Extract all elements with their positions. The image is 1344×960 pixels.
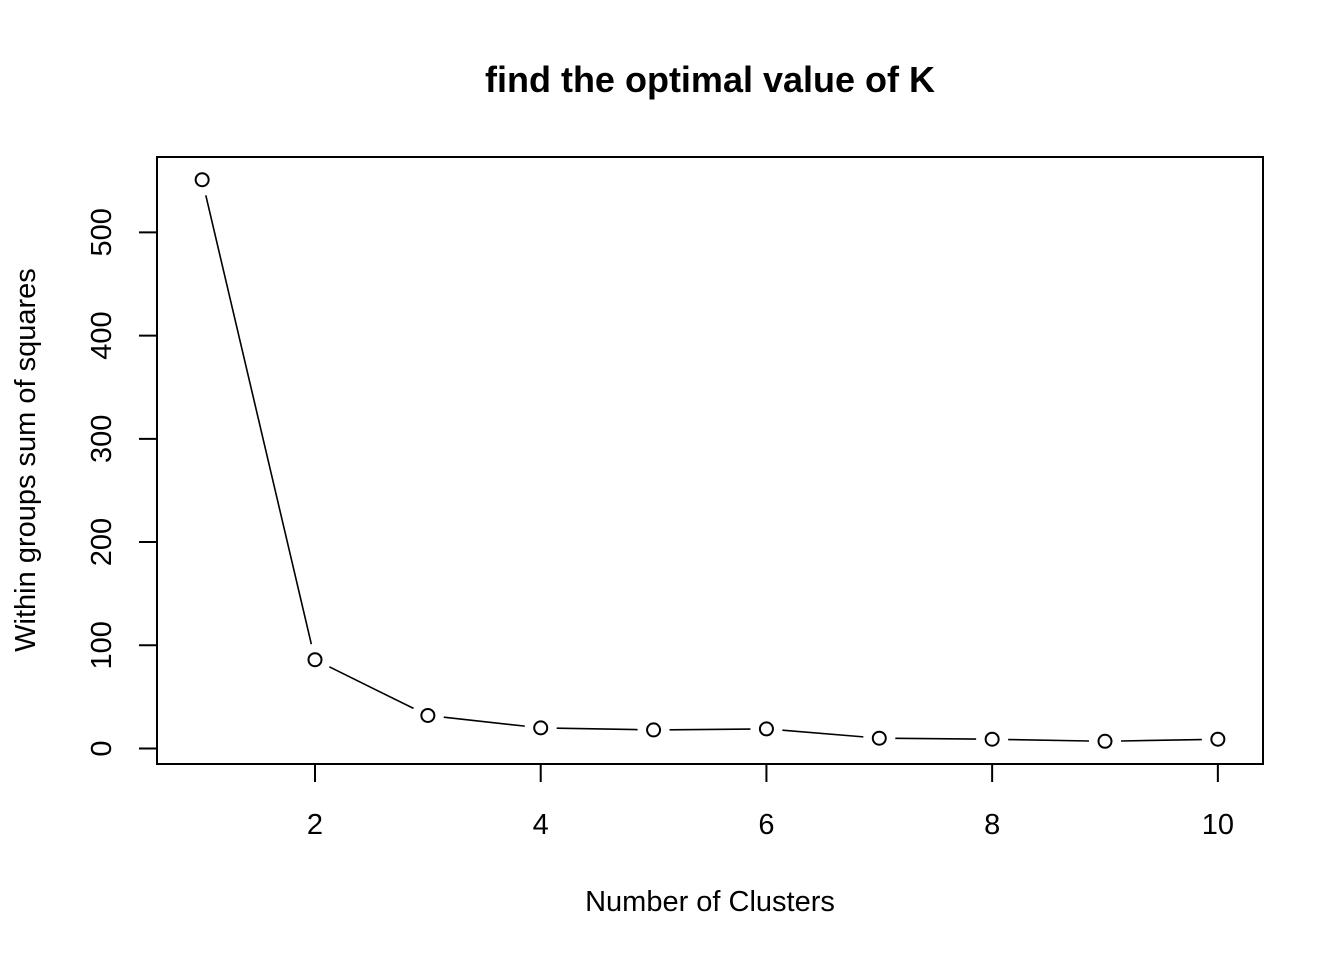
data-point xyxy=(307,652,323,668)
series-segment xyxy=(205,195,313,645)
data-point xyxy=(646,722,662,738)
y-tick-label: 0 xyxy=(86,740,118,756)
data-point xyxy=(984,731,1000,747)
series-segment xyxy=(1120,738,1202,742)
series-segment xyxy=(443,716,525,727)
x-axis-label: Number of Clusters xyxy=(585,886,835,918)
data-point xyxy=(533,720,549,736)
y-tick-label: 300 xyxy=(86,415,118,463)
series-segment xyxy=(782,729,864,738)
series-segment xyxy=(669,728,751,731)
data-point xyxy=(194,172,210,188)
y-axis-label: Within groups sum of squares xyxy=(10,268,42,652)
series-segment xyxy=(556,727,638,731)
series-points xyxy=(194,172,1226,749)
data-point xyxy=(758,721,774,737)
series-lines xyxy=(205,195,1202,742)
y-tick-label: 400 xyxy=(86,311,118,359)
x-tick-label: 4 xyxy=(533,809,549,841)
y-tick-label: 200 xyxy=(86,518,118,566)
x-axis: 2 4 6 8 10 xyxy=(307,763,1234,841)
series-segment xyxy=(328,666,414,710)
chart-title: find the optimal value of K xyxy=(485,59,935,100)
y-tick-label: 100 xyxy=(86,621,118,669)
data-point xyxy=(1097,733,1113,749)
x-tick-label: 10 xyxy=(1202,809,1234,841)
y-axis: 0 100 200 300 400 500 xyxy=(86,208,158,757)
data-point xyxy=(1210,731,1226,747)
y-tick-label: 500 xyxy=(86,208,118,256)
series-segment xyxy=(895,737,977,740)
data-point xyxy=(871,730,887,746)
data-point xyxy=(420,707,436,723)
plot-frame xyxy=(156,156,1264,765)
x-tick-label: 2 xyxy=(307,809,323,841)
series-segment xyxy=(1008,738,1090,742)
x-tick-label: 8 xyxy=(984,809,1000,841)
x-tick-label: 6 xyxy=(758,809,774,841)
